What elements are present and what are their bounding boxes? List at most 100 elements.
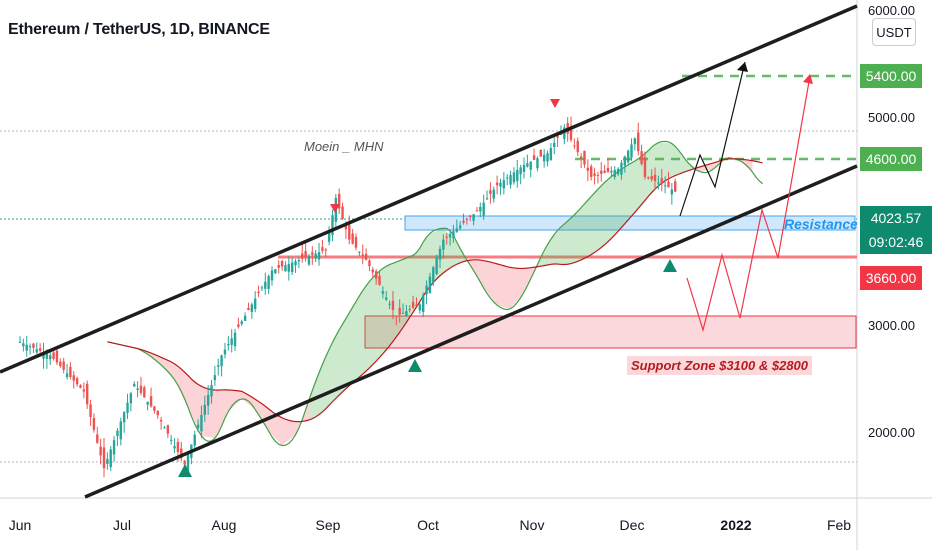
candle-body bbox=[109, 449, 112, 468]
candle-body bbox=[620, 162, 623, 175]
candle-body bbox=[415, 304, 418, 306]
candle-body bbox=[25, 344, 28, 351]
y-tick-label: 6000.00 bbox=[868, 3, 915, 18]
top-marker-icon bbox=[550, 99, 560, 108]
arrow-head-icon bbox=[803, 74, 813, 84]
candle-body bbox=[301, 253, 304, 259]
support-zone-rect[interactable] bbox=[364, 315, 857, 349]
candle-body bbox=[159, 419, 163, 422]
candle-body bbox=[469, 215, 472, 217]
candle-body bbox=[378, 275, 381, 285]
resistance-zone-rect[interactable] bbox=[404, 215, 856, 231]
projection-red-path[interactable] bbox=[686, 75, 811, 333]
cloud-segment bbox=[564, 211, 578, 265]
x-tick-label: Jul bbox=[113, 517, 131, 533]
candle-body bbox=[512, 172, 516, 183]
candle-body bbox=[183, 460, 186, 465]
cloud-segment bbox=[550, 224, 565, 265]
x-tick-label: Oct bbox=[417, 517, 439, 533]
candle-body bbox=[284, 265, 287, 272]
cloud-segment bbox=[510, 267, 524, 309]
candle-body bbox=[640, 151, 643, 165]
candle-body bbox=[374, 271, 378, 279]
candle-body bbox=[35, 349, 38, 353]
candle-body bbox=[210, 385, 213, 397]
candle-body bbox=[455, 228, 458, 232]
candle-body bbox=[539, 149, 542, 157]
candle-body bbox=[391, 300, 395, 311]
cloud-segment bbox=[591, 182, 605, 255]
x-tick-label: Dec bbox=[619, 517, 645, 533]
candle-body bbox=[217, 365, 220, 367]
candle-body bbox=[112, 440, 116, 455]
x-tick-label: Nov bbox=[519, 517, 545, 533]
candle-body bbox=[485, 198, 489, 200]
current-price-value: 4023.57 bbox=[870, 210, 922, 226]
candle-body bbox=[153, 406, 156, 411]
candle-body bbox=[75, 378, 79, 385]
chart-title: Ethereum / TetherUS, 1D, BINANCE bbox=[8, 21, 270, 38]
channel-lower-line[interactable] bbox=[84, 164, 858, 499]
candle-body bbox=[448, 233, 452, 238]
cloud-segment bbox=[335, 312, 350, 399]
candle-body bbox=[667, 181, 670, 188]
cloud-segment bbox=[161, 357, 175, 380]
candle-body bbox=[411, 301, 415, 308]
currency-button[interactable]: USDT bbox=[872, 18, 916, 46]
candle-body bbox=[549, 148, 553, 161]
candle-body bbox=[398, 307, 401, 315]
candle-body bbox=[596, 174, 600, 176]
price-label-5400: 5400.00 bbox=[860, 64, 922, 88]
candle-body bbox=[630, 144, 633, 158]
candle-body bbox=[516, 169, 519, 182]
candle-body bbox=[603, 170, 606, 173]
candle-body bbox=[653, 174, 657, 182]
candle-body bbox=[55, 350, 59, 363]
candle-body bbox=[445, 236, 448, 238]
x-tick-label: Feb bbox=[826, 517, 852, 533]
candle-body bbox=[542, 154, 546, 162]
arrow-head-icon bbox=[737, 62, 748, 72]
candle-body bbox=[116, 430, 119, 437]
candle-body bbox=[506, 177, 509, 179]
candle-body bbox=[553, 142, 556, 147]
candle-body bbox=[139, 385, 143, 393]
candle-body bbox=[254, 298, 257, 309]
candle-body bbox=[327, 232, 331, 242]
candle-body bbox=[438, 248, 442, 260]
candle-body bbox=[492, 189, 495, 199]
candle-body bbox=[49, 355, 52, 360]
author-annotation: Moein _ MHN bbox=[304, 139, 384, 154]
candle-body bbox=[536, 158, 539, 169]
candle-body bbox=[99, 446, 102, 456]
candle-body bbox=[52, 352, 55, 359]
current-price-box: 4023.57 09:02:46 bbox=[860, 206, 932, 254]
candle-body bbox=[563, 127, 566, 140]
candle-body bbox=[401, 312, 405, 314]
candle-body bbox=[606, 167, 610, 172]
candle-body bbox=[583, 150, 586, 165]
candle-body bbox=[200, 414, 203, 432]
candle-body bbox=[176, 441, 180, 453]
cloud-span-b bbox=[107, 158, 763, 423]
candle-body bbox=[260, 287, 264, 289]
candle-body bbox=[311, 252, 314, 255]
bottom-marker-icon bbox=[408, 359, 422, 372]
bar-countdown: 09:02:46 bbox=[868, 234, 924, 250]
cloud-segment bbox=[537, 239, 551, 267]
candle-body bbox=[509, 175, 512, 185]
candle-body bbox=[388, 303, 391, 305]
cloud-segment bbox=[604, 171, 619, 245]
candle-body bbox=[65, 373, 69, 378]
candle-body bbox=[613, 169, 616, 177]
candle-body bbox=[674, 181, 677, 192]
candle-body bbox=[338, 193, 341, 209]
candle-body bbox=[294, 261, 297, 266]
cloud-segment bbox=[308, 364, 323, 420]
projection-black-path[interactable] bbox=[679, 61, 746, 217]
candle-body bbox=[432, 267, 435, 283]
cloud-segment bbox=[349, 290, 363, 386]
candle-body bbox=[418, 304, 422, 311]
channel-upper-line[interactable] bbox=[0, 4, 858, 374]
